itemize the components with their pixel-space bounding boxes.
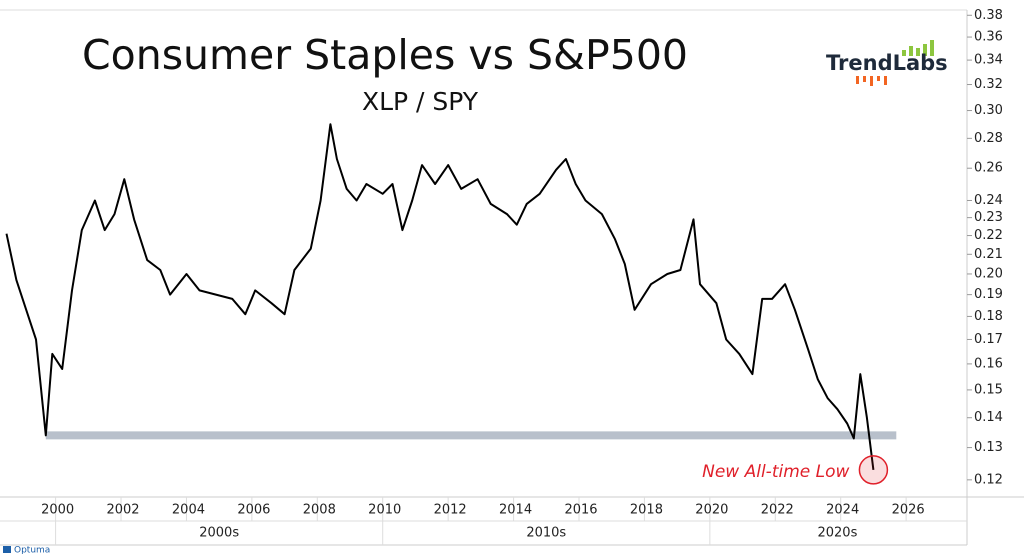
chart-title: Consumer Staples vs S&P500 [82,31,688,79]
logo-bar [909,46,913,56]
y-tick-label: 0.34 [974,53,1003,68]
logo-bar [884,76,887,85]
x-tick-label: 2008 [303,503,336,518]
x-tick-label: 2026 [892,503,925,518]
logo-bar [916,48,920,56]
y-tick-label: 0.17 [974,332,1003,347]
brand-logo: TrendLabs [826,40,948,86]
y-tick-label: 0.23 [974,210,1003,225]
y-tick-label: 0.15 [974,382,1003,397]
logo-bar [863,76,866,82]
decade-label: 2020s [817,526,857,541]
x-tick-label: 2018 [630,503,663,518]
y-tick-label: 0.22 [974,228,1003,243]
x-tick-label: 2014 [499,503,532,518]
x-tick-label: 2022 [761,503,794,518]
y-tick-label: 0.26 [974,161,1003,176]
logo-bar [877,76,880,81]
x-tick-label: 2016 [564,503,597,518]
x-tick-label: 2000 [41,503,74,518]
logo-bar [902,50,906,56]
logo-bar [923,44,927,56]
y-tick-label: 0.24 [974,193,1003,208]
x-tick-label: 2024 [826,503,859,518]
x-tick-label: 2006 [237,503,270,518]
x-tick-label: 2002 [106,503,139,518]
x-tick-label: 2020 [695,503,728,518]
x-tick-label: 2012 [434,503,467,518]
y-tick-label: 0.28 [974,131,1003,146]
x-tick-label: 2010 [368,503,401,518]
y-tick-label: 0.21 [974,247,1003,262]
y-tick-label: 0.32 [974,77,1003,92]
annotation: New All-time Low [702,462,849,482]
brand-name: TrendLabs [826,51,948,75]
y-tick-label: 0.18 [974,309,1003,324]
footer-logo [3,546,11,553]
y-tick-label: 0.30 [974,103,1003,118]
footer-brand: Optuma [14,546,50,554]
logo-bar [870,76,873,86]
logo-bar [930,40,934,56]
y-tick-label: 0.13 [974,440,1003,455]
plot-area: 0.12 0.13 0.14 0.15 0.16 0.17 0.18 0.19 0.20 0.21… [5,8,1003,545]
y-tick-label: 0.36 [974,30,1003,45]
y-tick-label: 0.19 [974,287,1003,302]
decade-label: 2010s [526,526,566,541]
y-tick-label: 0.14 [974,410,1003,425]
logo-bar [856,76,859,84]
y-tick-label: 0.16 [974,356,1003,371]
y-tick-label: 0.20 [974,266,1003,281]
decade-label: 2000s [199,526,239,541]
chart-subtitle: XLP / SPY [362,87,479,116]
y-tick-label: 0.12 [974,472,1003,487]
series-line [5,123,875,471]
x-tick-label: 2004 [172,503,205,518]
y-tick-label: 0.38 [974,8,1003,23]
low-marker [858,455,889,485]
